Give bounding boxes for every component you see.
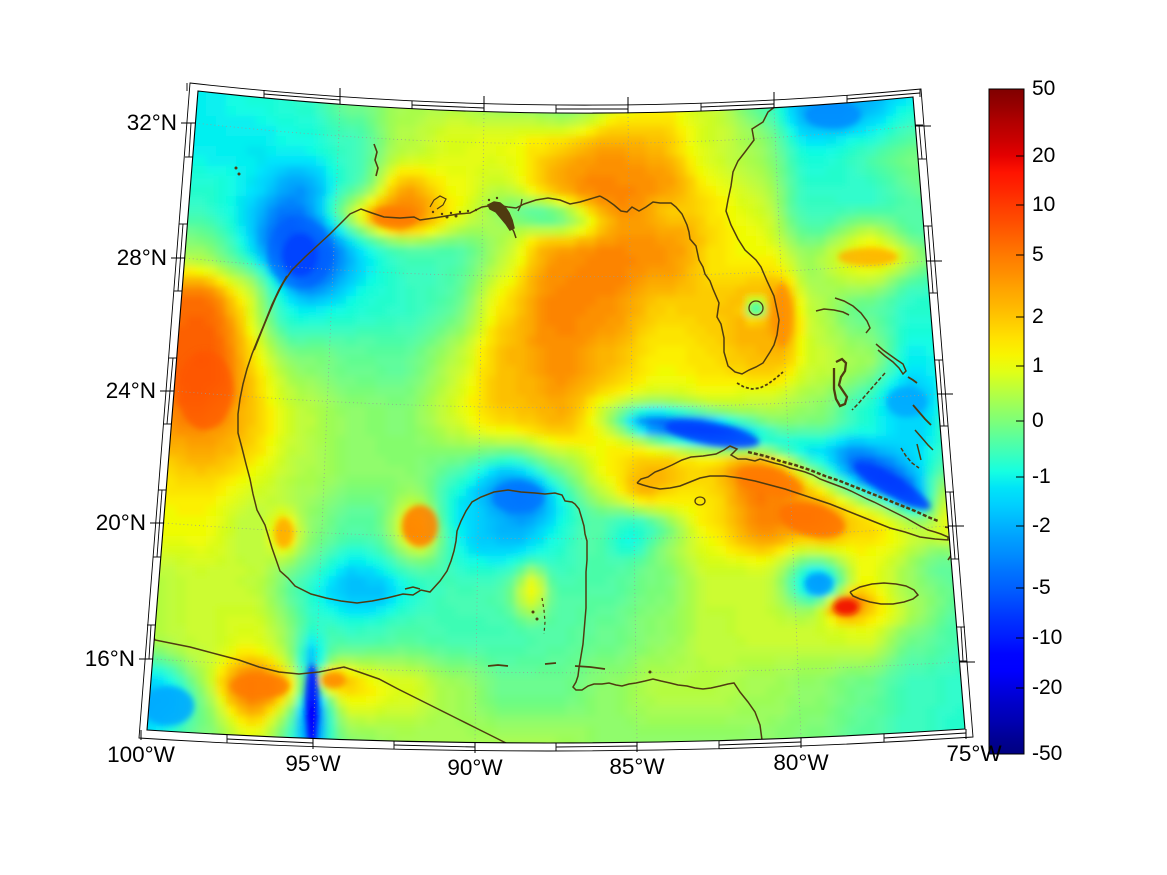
svg-text:24°N: 24°N: [106, 378, 156, 403]
svg-text:75°W: 75°W: [946, 741, 1002, 766]
svg-text:2: 2: [1032, 305, 1044, 328]
svg-text:-20: -20: [1032, 676, 1062, 699]
svg-text:95°W: 95°W: [285, 751, 341, 776]
svg-text:1: 1: [1032, 354, 1044, 377]
svg-text:85°W: 85°W: [609, 754, 665, 779]
svg-text:-2: -2: [1032, 514, 1051, 537]
svg-text:32°N: 32°N: [127, 110, 177, 135]
svg-text:0: 0: [1032, 409, 1044, 432]
svg-text:16°N: 16°N: [85, 646, 135, 671]
svg-text:5: 5: [1032, 243, 1044, 266]
svg-text:20°N: 20°N: [96, 510, 146, 535]
svg-text:28°N: 28°N: [117, 245, 167, 270]
svg-text:-5: -5: [1032, 576, 1051, 599]
svg-text:-10: -10: [1032, 626, 1062, 649]
svg-text:20: 20: [1032, 144, 1055, 167]
svg-text:80°W: 80°W: [773, 750, 829, 775]
svg-text:-1: -1: [1032, 465, 1051, 488]
svg-text:-50: -50: [1032, 742, 1062, 765]
svg-text:10: 10: [1032, 193, 1055, 216]
svg-text:50: 50: [1032, 77, 1055, 100]
svg-text:100°W: 100°W: [107, 742, 176, 767]
svg-text:90°W: 90°W: [447, 755, 503, 780]
